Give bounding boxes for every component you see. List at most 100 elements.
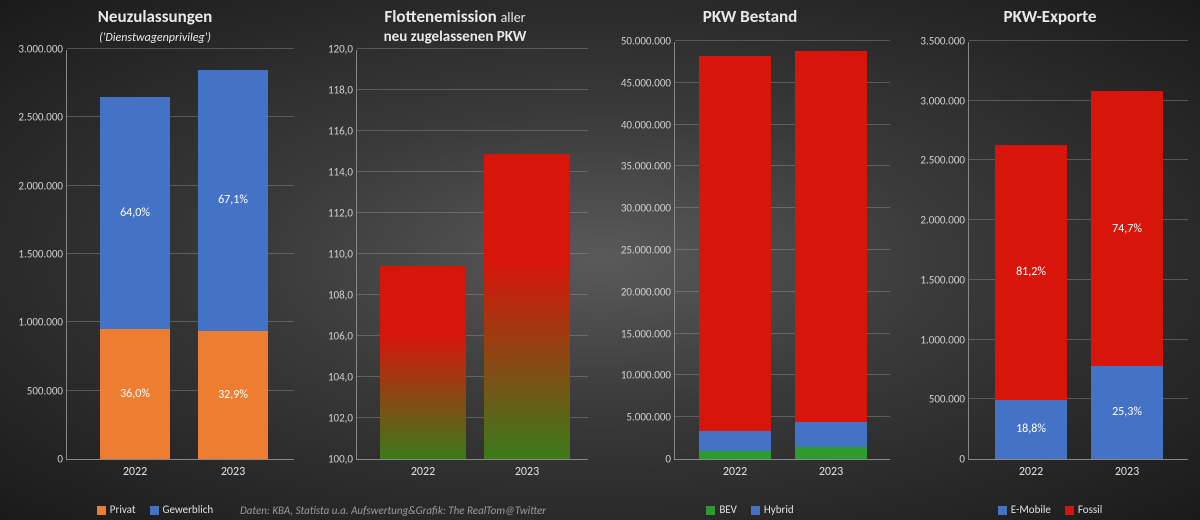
bar xyxy=(484,154,570,459)
y-tick-label: 50.000.000 xyxy=(621,35,675,48)
bar-segment-hybrid xyxy=(795,422,867,447)
gridline xyxy=(357,48,588,49)
y-tick-label: 102,0 xyxy=(328,412,357,425)
y-tick-label: 1.000.000 xyxy=(920,333,969,346)
bar-segment-gewerblich xyxy=(198,70,268,331)
x-category-label: 2022 xyxy=(411,465,435,479)
gridline xyxy=(357,130,588,131)
gridline xyxy=(969,40,1188,41)
y-tick-label: 104,0 xyxy=(328,371,357,384)
legend-swatch xyxy=(706,506,715,515)
plot-area: 0500.0001.000.0001.500.0002.000.0002.500… xyxy=(66,50,294,460)
x-category-label: 2022 xyxy=(1019,465,1043,479)
chart-title: Neuzulassungen('Dienstwagenprivileg') xyxy=(0,0,310,45)
y-tick-label: 25.000.000 xyxy=(621,244,675,257)
y-tick-label: 1.000.000 xyxy=(18,316,67,329)
legend-item: Privat xyxy=(97,503,136,516)
y-tick-label: 1.500.000 xyxy=(920,273,969,286)
y-tick-label: 2.000.000 xyxy=(18,179,67,192)
y-tick-label: 112,0 xyxy=(328,207,357,220)
bar: 32,9%67,1% xyxy=(198,70,268,459)
bar-segment-fossil xyxy=(1091,91,1163,366)
y-tick-label: 120,0 xyxy=(328,43,357,56)
x-category-label: 2022 xyxy=(123,465,147,479)
legend-swatch xyxy=(150,506,159,515)
bar-segment-fossil xyxy=(995,145,1067,400)
bar-segment-fossil xyxy=(699,56,771,431)
bar-segment-fossil xyxy=(795,51,867,422)
y-tick-label: 40.000.000 xyxy=(621,118,675,131)
bar xyxy=(380,266,466,459)
panel-neuzulassungen: Neuzulassungen('Dienstwagenprivileg')050… xyxy=(0,0,310,520)
gridline xyxy=(675,40,890,41)
bar-segment-bev xyxy=(699,451,771,459)
plot-area: 05.000.00010.000.00015.000.00020.000.000… xyxy=(674,42,890,460)
panel-exporte: PKW-Exporte0500.0001.000.0001.500.0002.0… xyxy=(900,0,1200,520)
panel-bestand: PKW Bestand05.000.00010.000.00015.000.00… xyxy=(600,0,900,520)
y-tick-label: 2.500.000 xyxy=(920,154,969,167)
bar: 25,3%74,7% xyxy=(1091,91,1163,459)
bar-segment-e-mobile xyxy=(1091,366,1163,459)
y-tick-label: 114,0 xyxy=(328,166,357,179)
x-category-label: 2023 xyxy=(819,465,843,479)
y-tick-label: 500.000 xyxy=(929,393,969,406)
bar-segment-gewerblich xyxy=(100,97,170,329)
y-tick-label: 35.000.000 xyxy=(621,160,675,173)
chart-title: Flottenemission allerneu zugelassenen PK… xyxy=(310,0,600,45)
y-tick-label: 0 xyxy=(665,453,675,466)
bar-segment-hybrid xyxy=(699,431,771,452)
bar: 36,0%64,0% xyxy=(100,97,170,459)
bar-segment-e-mobile xyxy=(995,400,1067,459)
panel-flottenemission: Flottenemission allerneu zugelassenen PK… xyxy=(310,0,600,520)
y-tick-label: 3.000.000 xyxy=(920,94,969,107)
y-tick-label: 2.000.000 xyxy=(920,214,969,227)
legend-item: BEV xyxy=(706,503,737,516)
bar xyxy=(699,56,771,459)
plot-area: 0500.0001.000.0001.500.0002.000.0002.500… xyxy=(968,42,1188,460)
y-tick-label: 15.000.000 xyxy=(621,327,675,340)
gridline xyxy=(67,48,294,49)
legend-swatch xyxy=(751,506,760,515)
x-category-label: 2023 xyxy=(1115,465,1139,479)
legend-item: Gewerblich xyxy=(150,503,214,516)
chart-title: PKW-Exporte xyxy=(900,0,1200,27)
y-tick-label: 108,0 xyxy=(328,289,357,302)
chart-title: PKW Bestand xyxy=(600,0,900,27)
y-tick-label: 106,0 xyxy=(328,330,357,343)
y-tick-label: 5.000.000 xyxy=(626,411,675,424)
y-tick-label: 110,0 xyxy=(328,248,357,261)
y-tick-label: 45.000.000 xyxy=(621,76,675,89)
y-tick-label: 3.000.000 xyxy=(18,43,67,56)
legend-item: Fossil xyxy=(1065,503,1102,516)
x-category-label: 2022 xyxy=(723,465,747,479)
x-category-label: 2023 xyxy=(515,465,539,479)
credit-text: Daten: KBA, Statista u.a. Aufswertung&Gr… xyxy=(240,504,546,517)
y-tick-label: 20.000.000 xyxy=(621,285,675,298)
y-tick-label: 1.500.000 xyxy=(18,248,67,261)
legend-swatch xyxy=(97,506,106,515)
y-tick-label: 10.000.000 xyxy=(621,369,675,382)
legend: E-Mobile Fossil xyxy=(900,503,1200,516)
legend-item: E-Mobile xyxy=(998,503,1051,516)
plot-area: 100,0102,0104,0106,0108,0110,0112,0114,0… xyxy=(356,50,588,460)
bar xyxy=(795,51,867,459)
y-tick-label: 0 xyxy=(959,453,969,466)
y-tick-label: 30.000.000 xyxy=(621,202,675,215)
bar-segment-privat xyxy=(198,331,268,459)
y-tick-label: 500.000 xyxy=(27,384,67,397)
y-tick-label: 3.500.000 xyxy=(920,35,969,48)
y-tick-label: 2.500.000 xyxy=(18,111,67,124)
gridline xyxy=(357,89,588,90)
y-tick-label: 100,0 xyxy=(328,453,357,466)
bar-segment-bev xyxy=(795,447,867,459)
y-tick-label: 0 xyxy=(57,453,67,466)
legend-swatch xyxy=(998,506,1007,515)
x-category-label: 2023 xyxy=(221,465,245,479)
legend: BEV Hybrid xyxy=(600,503,900,516)
y-tick-label: 118,0 xyxy=(328,84,357,97)
bar-segment-privat xyxy=(100,329,170,459)
y-tick-label: 116,0 xyxy=(328,125,357,138)
bar: 18,8%81,2% xyxy=(995,145,1067,459)
legend-item: Hybrid xyxy=(751,503,794,516)
legend-swatch xyxy=(1065,506,1074,515)
